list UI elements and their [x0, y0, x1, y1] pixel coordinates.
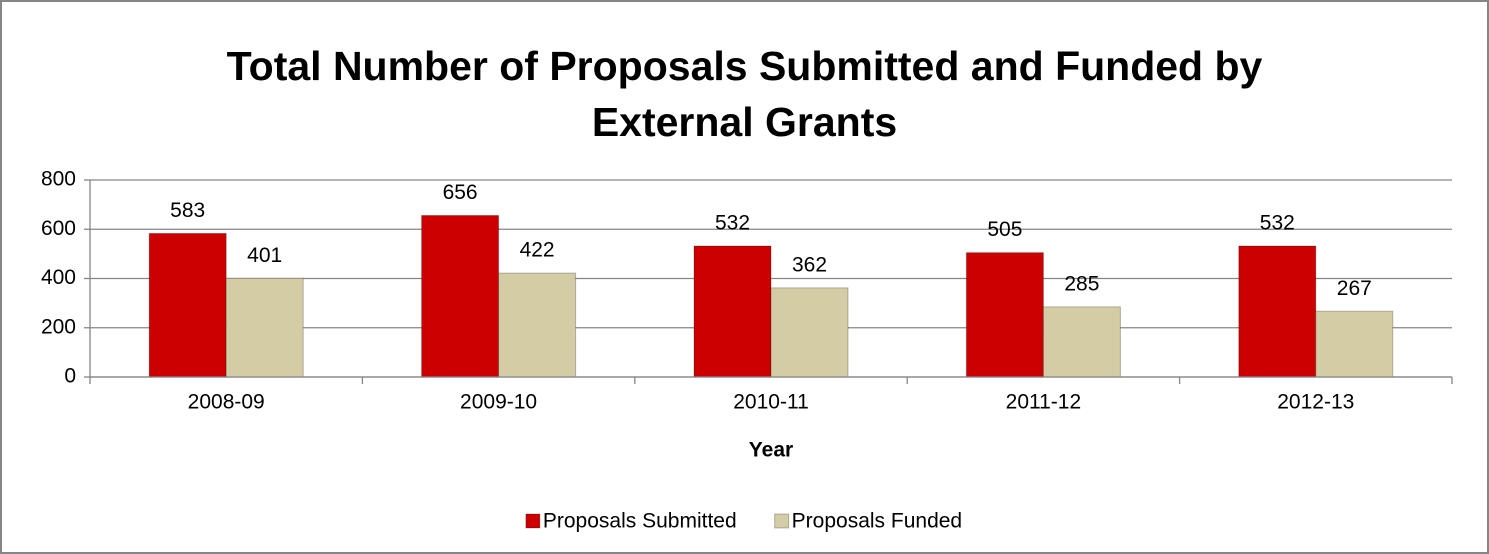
bar: [693, 245, 772, 378]
data-label: 532: [1260, 212, 1295, 235]
y-tick-label: 200: [41, 315, 76, 338]
x-axis-label: Year: [749, 439, 793, 462]
data-label: 505: [987, 218, 1022, 241]
legend-swatch: [774, 513, 790, 529]
data-label: 401: [247, 244, 282, 267]
legend-item: Proposals Submitted: [525, 510, 737, 533]
bar: [148, 232, 227, 378]
x-tick-label: 2012-13: [1277, 391, 1354, 414]
chart-title: Total Number of Proposals Submitted and …: [226, 43, 1263, 145]
x-tick-label: 2009-10: [460, 391, 537, 414]
bar: [965, 252, 1044, 378]
data-label: 532: [715, 212, 750, 235]
legend-item: Proposals Funded: [774, 510, 962, 533]
x-tick-label: 2008-09: [188, 391, 265, 414]
bar: [1238, 245, 1317, 378]
x-tick-label: 2010-11: [733, 391, 809, 414]
data-label: 362: [792, 253, 827, 276]
legend-label: Proposals Funded: [792, 510, 962, 533]
bar: [1315, 310, 1394, 378]
x-tick-label: 2011-12: [1006, 391, 1082, 414]
data-label: 583: [170, 199, 205, 222]
legend-swatch: [525, 513, 541, 529]
y-tick-label: 600: [41, 217, 76, 240]
bar: [225, 277, 304, 378]
data-label: 422: [520, 239, 555, 262]
bar: [1042, 306, 1121, 378]
data-label: 267: [1337, 277, 1372, 300]
y-tick-label: 400: [41, 266, 76, 289]
legend-label: Proposals Submitted: [543, 510, 737, 533]
y-tick-label: 0: [64, 365, 76, 388]
data-label: 656: [443, 181, 478, 204]
y-tick-label: 800: [41, 168, 76, 191]
title-box: Total Number of Proposals Submitted and …: [0, 38, 1489, 150]
data-label: 285: [1064, 272, 1099, 295]
bar: [770, 287, 849, 378]
bar: [498, 272, 577, 378]
bar: [421, 214, 500, 378]
